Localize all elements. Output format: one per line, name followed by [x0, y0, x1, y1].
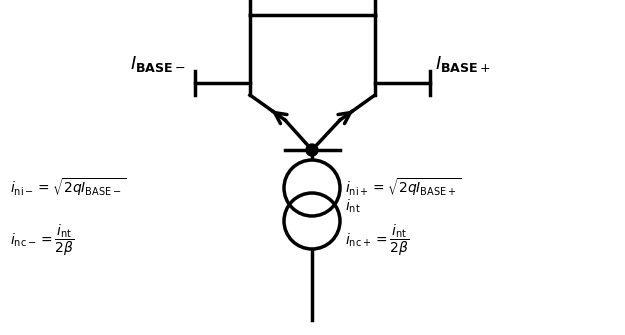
Text: $i_{\mathregular{nc}+}=\dfrac{i_{\mathregular{nt}}}{2\beta}$: $i_{\mathregular{nc}+}=\dfrac{i_{\mathre…	[345, 222, 409, 258]
Text: $i_{\mathregular{nc}-}=\dfrac{i_{\mathregular{nt}}}{2\beta}$: $i_{\mathregular{nc}-}=\dfrac{i_{\mathre…	[10, 222, 74, 258]
Text: $I_{\mathregular{BASE}+}$: $I_{\mathregular{BASE}+}$	[435, 55, 491, 74]
Text: $I_{\mathregular{BASE}-}$: $I_{\mathregular{BASE}-}$	[130, 55, 186, 74]
Circle shape	[306, 144, 318, 156]
Circle shape	[284, 193, 340, 249]
Text: $i_{\mathregular{ni}+}=\sqrt{2qI_{\mathregular{BASE}+}}$: $i_{\mathregular{ni}+}=\sqrt{2qI_{\mathr…	[345, 176, 462, 198]
Text: $i_{\mathregular{nt}}$: $i_{\mathregular{nt}}$	[345, 197, 361, 215]
Circle shape	[284, 160, 340, 216]
Text: $i_{\mathregular{ni}-}=\sqrt{2qI_{\mathregular{BASE}-}}$: $i_{\mathregular{ni}-}=\sqrt{2qI_{\mathr…	[10, 176, 127, 198]
